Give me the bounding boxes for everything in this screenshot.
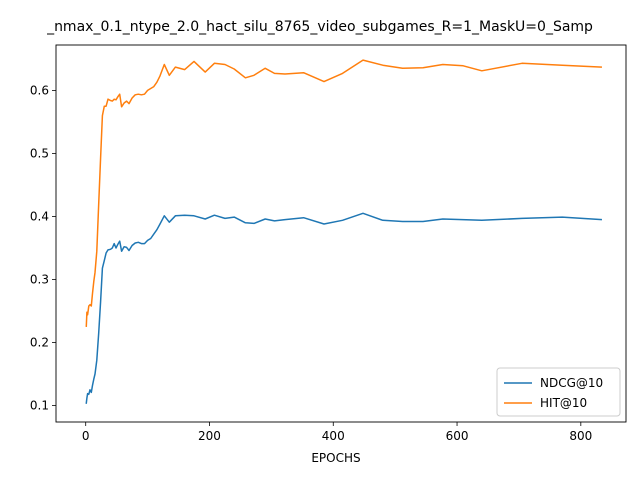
y-axis: 0.1 0.2 0.3 0.4 0.5 0.6 [30, 83, 56, 413]
legend-label: NDCG@10 [540, 376, 603, 390]
series-line-ndcg [85, 212, 602, 404]
x-axis: 0 200 400 600 800 [82, 422, 592, 443]
series-line-hit [85, 59, 602, 327]
y-tick-label: 0.1 [30, 399, 49, 413]
x-tick-label: 0 [82, 429, 90, 443]
x-axis-label: EPOCHS [311, 451, 360, 465]
y-tick-label: 0.2 [30, 336, 49, 350]
x-tick-label: 200 [198, 429, 221, 443]
x-tick-label: 400 [322, 429, 345, 443]
y-tick-label: 0.3 [30, 273, 49, 287]
legend-box [496, 367, 621, 417]
legend-label: HIT@10 [540, 396, 587, 410]
legend: NDCG@10 HIT@10 [496, 367, 621, 417]
y-tick-label: 0.6 [30, 83, 49, 97]
series-layer [85, 59, 602, 404]
y-tick-label: 0.5 [30, 146, 49, 160]
chart-title: _nmax_0.1_ntype_2.0_hact_silu_8765_video… [46, 19, 593, 35]
x-tick-label: 600 [446, 429, 469, 443]
y-tick-label: 0.4 [30, 209, 49, 223]
x-tick-label: 800 [569, 429, 592, 443]
plot-frame [55, 44, 627, 423]
